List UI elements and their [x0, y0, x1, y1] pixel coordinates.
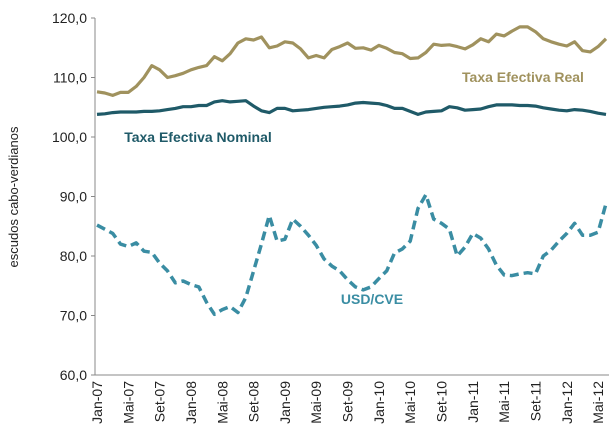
- y-tick-label: 80,0: [60, 248, 87, 264]
- series-label: Taxa Efectiva Nominal: [124, 129, 272, 145]
- x-tick-label: Mai-11: [496, 381, 512, 423]
- x-tick-label: Jan-10: [371, 381, 387, 424]
- y-tick-label: 60,0: [60, 367, 87, 383]
- series-line: [96, 192, 608, 317]
- y-tick-label: 70,0: [60, 308, 87, 324]
- x-tick-label: Set-11: [527, 381, 543, 421]
- x-tick-label: Mai-07: [120, 381, 136, 424]
- series-label: Taxa Efectiva Real: [462, 69, 584, 85]
- x-tick-label: Mai-10: [402, 381, 418, 424]
- series-line: [96, 99, 607, 116]
- x-tick-label: Jan-11: [465, 381, 481, 423]
- y-tick-label: 120,0: [52, 10, 87, 26]
- y-axis-label: escudos cabo-verdianos: [6, 126, 21, 267]
- x-tick-label: Mai-08: [214, 381, 230, 424]
- y-tick-label: 110,0: [53, 70, 87, 86]
- x-tick-label: Set-10: [434, 381, 450, 422]
- x-tick-label: Jan-08: [183, 381, 199, 424]
- y-tick-label: 90,0: [60, 189, 87, 205]
- series-label: USD/CVE: [341, 291, 403, 307]
- x-tick-label: Set-08: [246, 381, 262, 422]
- x-tick-label: Mai-12: [590, 381, 606, 424]
- x-tick-label: Set-07: [152, 381, 168, 422]
- y-tick-label: 100,0: [52, 129, 87, 145]
- x-tick-label: Jan-09: [277, 381, 293, 424]
- x-tick-label: Jan-12: [559, 381, 575, 424]
- x-tick-label: Mai-09: [308, 381, 324, 424]
- series-line: [96, 25, 608, 97]
- x-tick-label: Jan-07: [89, 381, 105, 424]
- x-tick-label: Set-09: [340, 381, 356, 422]
